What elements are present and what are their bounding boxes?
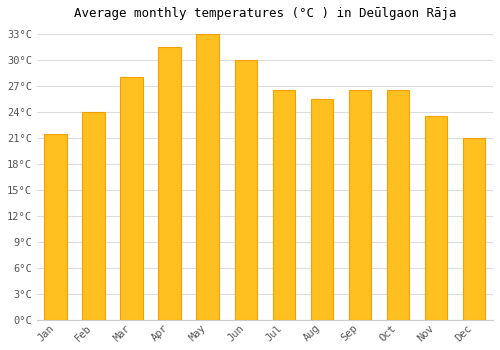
Bar <box>44 134 67 320</box>
Bar <box>82 112 105 320</box>
Bar <box>424 116 448 320</box>
Bar <box>386 90 409 320</box>
Bar <box>120 77 144 320</box>
Title: Average monthly temperatures (°C ) in Deūlgaon Rāja: Average monthly temperatures (°C ) in De… <box>74 7 456 20</box>
Bar <box>310 99 334 320</box>
Bar <box>272 90 295 320</box>
Bar <box>196 34 220 320</box>
Bar <box>462 138 485 320</box>
Bar <box>158 47 182 320</box>
Bar <box>234 60 258 320</box>
Bar <box>348 90 372 320</box>
